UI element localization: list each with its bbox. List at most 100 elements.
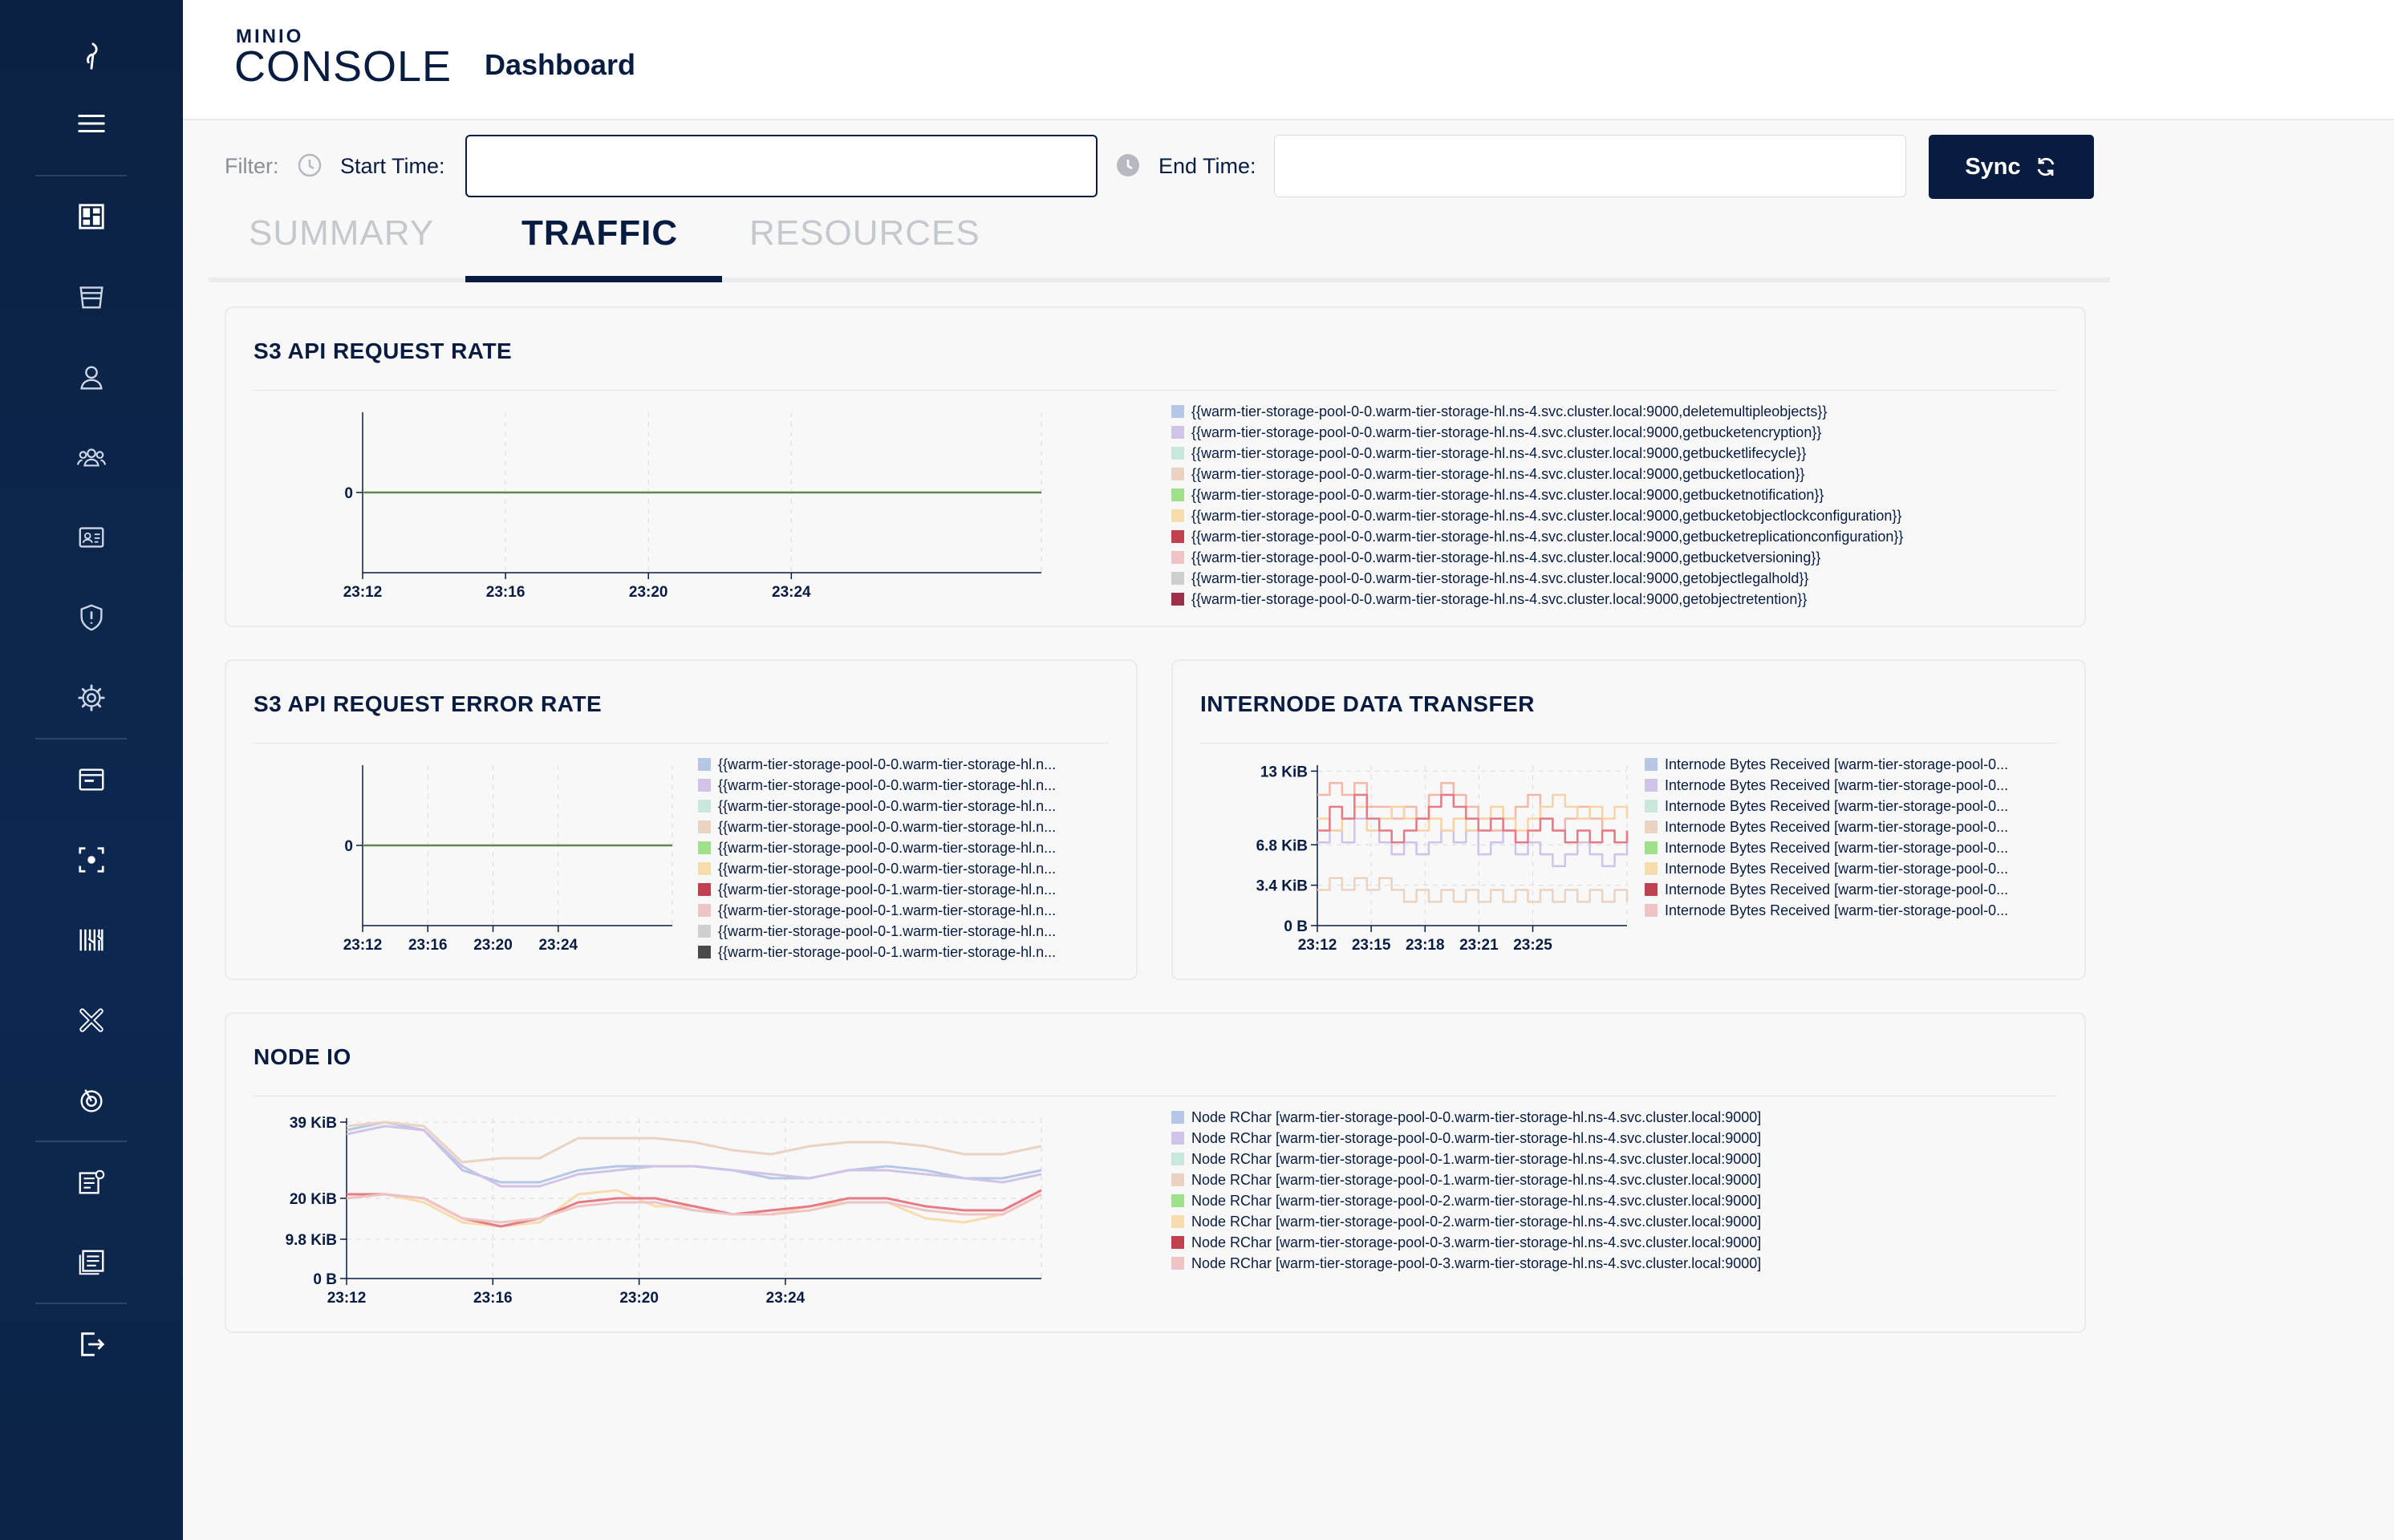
- legend-item[interactable]: Node RChar [warm-tier-storage-pool-0-0.w…: [1171, 1107, 1761, 1128]
- legend-item[interactable]: {{warm-tier-storage-pool-0-0.warm-tier-s…: [1171, 526, 1903, 547]
- logout-icon[interactable]: [51, 1312, 132, 1376]
- legend-label: {{warm-tier-storage-pool-0-0.warm-tier-s…: [1191, 444, 1807, 461]
- s3-request-rate-panel: S3 API REQUEST RATE 23:12 23:16 23:20 23:24…: [225, 306, 2086, 627]
- legend-label: Node RChar [warm-tier-storage-pool-0-1.w…: [1191, 1171, 1762, 1188]
- legend-item[interactable]: Node RChar [warm-tier-storage-pool-0-2.w…: [1171, 1190, 1761, 1211]
- logo-main[interactable]: CONSOLE: [234, 43, 452, 91]
- tab-summary[interactable]: SUMMARY: [249, 213, 435, 253]
- sync-button[interactable]: Sync: [1929, 135, 2094, 199]
- legend-item[interactable]: {{warm-tier-storage-pool-0-0.warm-tier-s…: [698, 754, 1056, 775]
- legend-item[interactable]: {{warm-tier-storage-pool-0-1.warm-tier-s…: [698, 879, 1056, 900]
- legend-item[interactable]: Internode Bytes Received [warm-tier-stor…: [1645, 754, 2008, 775]
- s3-request-error-rate-panel: S3 API REQUEST ERROR RATE 23:12 23:16 23:2…: [225, 659, 1138, 980]
- legend-item[interactable]: {{warm-tier-storage-pool-0-0.warm-tier-s…: [1171, 443, 1903, 464]
- legend-item[interactable]: {{warm-tier-storage-pool-0-0.warm-tier-s…: [1171, 422, 1903, 443]
- legend-item[interactable]: {{warm-tier-storage-pool-0-0.warm-tier-s…: [1171, 484, 1903, 505]
- legend-item[interactable]: Internode Bytes Received [warm-tier-stor…: [1645, 837, 2008, 858]
- legend-item[interactable]: {{warm-tier-storage-pool-0-0.warm-tier-s…: [698, 837, 1056, 858]
- x-tick-label: 23:18: [1406, 937, 1445, 954]
- logs-icon[interactable]: [51, 1150, 132, 1214]
- sidebar-separator: [35, 175, 127, 176]
- service-accounts-icon[interactable]: [51, 505, 132, 569]
- legend-swatch: [1645, 841, 1658, 854]
- y-tick-label: 39 KiB: [290, 1115, 337, 1132]
- tiers-icon[interactable]: [51, 828, 132, 892]
- legend-item[interactable]: Node RChar [warm-tier-storage-pool-0-1.w…: [1171, 1149, 1761, 1169]
- legend-swatch: [698, 904, 711, 917]
- legend-item[interactable]: Node RChar [warm-tier-storage-pool-0-3.w…: [1171, 1232, 1761, 1253]
- legend-item[interactable]: Internode Bytes Received [warm-tier-stor…: [1645, 858, 2008, 879]
- legend-swatch: [1171, 572, 1184, 585]
- legend-label: Internode Bytes Received [warm-tier-stor…: [1665, 776, 2009, 793]
- legend-item[interactable]: Internode Bytes Received [warm-tier-stor…: [1645, 796, 2008, 817]
- legend-item[interactable]: {{warm-tier-storage-pool-0-0.warm-tier-s…: [1171, 401, 1903, 422]
- clock-icon: [297, 152, 323, 178]
- tab-traffic[interactable]: TRAFFIC: [521, 213, 679, 253]
- legend-item[interactable]: Internode Bytes Received [warm-tier-stor…: [1645, 900, 2008, 921]
- legend-item[interactable]: Node RChar [warm-tier-storage-pool-0-0.w…: [1171, 1128, 1761, 1149]
- series-line: [346, 1125, 1042, 1188]
- legend-swatch: [1645, 862, 1658, 875]
- menu-icon[interactable]: [51, 91, 132, 156]
- trace-icon[interactable]: [51, 1068, 132, 1133]
- legend-item[interactable]: {{warm-tier-storage-pool-0-0.warm-tier-s…: [1171, 568, 1903, 589]
- user-icon[interactable]: [51, 345, 132, 409]
- legend-item[interactable]: {{warm-tier-storage-pool-0-1.warm-tier-s…: [698, 921, 1056, 942]
- node-io-panel: NODE IO 23:12 23:16 23:20 23:24 39 KiB 20 KiB…: [225, 1012, 2086, 1333]
- legend-item[interactable]: Node RChar [warm-tier-storage-pool-0-2.w…: [1171, 1211, 1761, 1232]
- y-tick-label: 13 KiB: [1260, 764, 1308, 780]
- legend-item[interactable]: {{warm-tier-storage-pool-0-0.warm-tier-s…: [698, 796, 1056, 817]
- legend-swatch: [698, 821, 711, 833]
- legend-swatch: [698, 779, 711, 792]
- legend-item[interactable]: {{warm-tier-storage-pool-0-0.warm-tier-s…: [1171, 505, 1903, 526]
- minio-bird-icon[interactable]: [51, 24, 132, 88]
- legend-label: Internode Bytes Received [warm-tier-stor…: [1665, 839, 2009, 856]
- start-time-input[interactable]: [465, 135, 1098, 197]
- tools-icon[interactable]: [51, 908, 132, 972]
- legend-swatch: [1171, 1173, 1184, 1186]
- x-tick-label: 23:15: [1352, 937, 1391, 954]
- end-time-input[interactable]: [1274, 135, 1906, 197]
- legend-item[interactable]: {{warm-tier-storage-pool-0-0.warm-tier-s…: [698, 817, 1056, 837]
- x-tick-label: 23:12: [1298, 937, 1337, 954]
- legend-item[interactable]: {{warm-tier-storage-pool-0-1.warm-tier-s…: [698, 942, 1056, 962]
- audit-icon[interactable]: [51, 1230, 132, 1295]
- legend-swatch: [698, 841, 711, 854]
- legend-swatch: [1645, 821, 1658, 833]
- legend-label: {{warm-tier-storage-pool-0-0.warm-tier-s…: [718, 797, 1057, 814]
- page-title: Dashboard: [485, 48, 636, 81]
- legend-item[interactable]: Node RChar [warm-tier-storage-pool-0-3.w…: [1171, 1253, 1761, 1274]
- legend-item[interactable]: {{warm-tier-storage-pool-0-0.warm-tier-s…: [1171, 547, 1903, 568]
- y-tick-label: 0: [344, 485, 353, 502]
- notifications-icon[interactable]: [51, 748, 132, 812]
- legend-swatch: [1645, 883, 1658, 896]
- legend-item[interactable]: Node RChar [warm-tier-storage-pool-0-1.w…: [1171, 1169, 1761, 1190]
- legend-item[interactable]: Internode Bytes Received [warm-tier-stor…: [1645, 817, 2008, 837]
- legend-swatch: [1171, 447, 1184, 460]
- buckets-icon[interactable]: [51, 265, 132, 329]
- legend-item[interactable]: {{warm-tier-storage-pool-0-0.warm-tier-s…: [698, 858, 1056, 879]
- health-icon[interactable]: [51, 988, 132, 1052]
- legend-item[interactable]: {{warm-tier-storage-pool-0-0.warm-tier-s…: [1171, 589, 1903, 610]
- settings-icon[interactable]: [51, 666, 132, 730]
- legend-swatch: [1171, 530, 1184, 543]
- active-tab-indicator: [465, 276, 722, 282]
- groups-icon[interactable]: [51, 425, 132, 489]
- legend-label: Node RChar [warm-tier-storage-pool-0-0.w…: [1191, 1129, 1762, 1146]
- legend-swatch: [1645, 800, 1658, 813]
- dashboard-icon[interactable]: [51, 184, 132, 249]
- policies-icon[interactable]: [51, 586, 132, 650]
- legend-item[interactable]: {{warm-tier-storage-pool-0-0.warm-tier-s…: [698, 775, 1056, 796]
- legend-item[interactable]: {{warm-tier-storage-pool-0-1.warm-tier-s…: [698, 900, 1056, 921]
- legend-swatch: [1645, 904, 1658, 917]
- node-io-legend: Node RChar [warm-tier-storage-pool-0-0.w…: [1171, 1107, 1761, 1274]
- x-tick-label: 23:24: [772, 584, 811, 601]
- legend-item[interactable]: {{warm-tier-storage-pool-0-0.warm-tier-s…: [1171, 464, 1903, 484]
- filter-label: Filter:: [225, 154, 279, 178]
- legend-label: Node RChar [warm-tier-storage-pool-0-3.w…: [1191, 1234, 1762, 1250]
- legend-item[interactable]: Internode Bytes Received [warm-tier-stor…: [1645, 775, 2008, 796]
- s3-request-rate-legend: {{warm-tier-storage-pool-0-0.warm-tier-s…: [1171, 401, 1903, 610]
- node-io-chart: 23:12 23:16 23:20 23:24 39 KiB 20 KiB 9.8 KiB 0…: [286, 1115, 1042, 1307]
- tab-resources[interactable]: RESOURCES: [749, 213, 980, 253]
- legend-item[interactable]: Internode Bytes Received [warm-tier-stor…: [1645, 879, 2008, 900]
